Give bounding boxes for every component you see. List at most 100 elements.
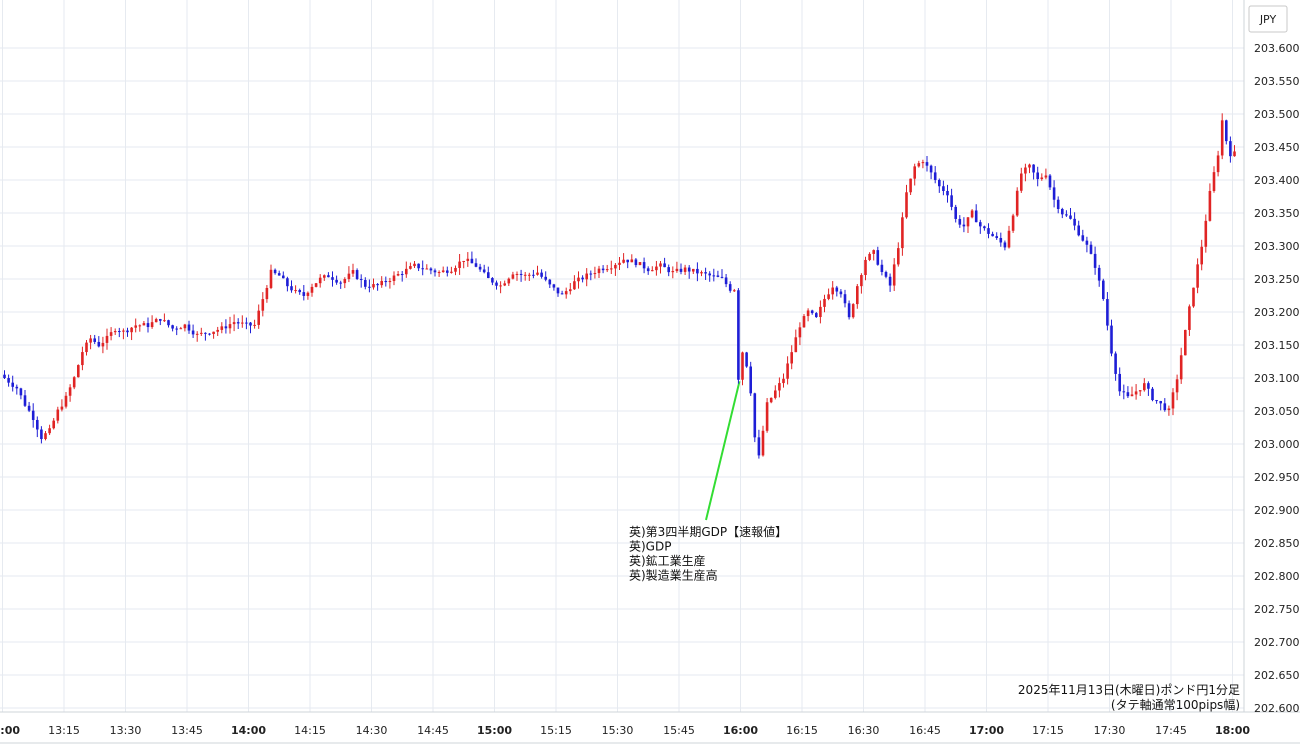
candle-body <box>1167 408 1171 411</box>
candle-body <box>831 287 834 295</box>
candle-body <box>134 325 137 328</box>
candle-body <box>1003 242 1007 248</box>
candle-up <box>913 163 916 186</box>
candle-down <box>626 259 629 269</box>
candle-body <box>774 390 777 398</box>
candle-up <box>48 424 51 436</box>
candle-up <box>610 260 613 274</box>
candle-body <box>1077 225 1080 236</box>
x-tick-label: 13:45 <box>171 724 203 737</box>
candle-up <box>52 418 55 430</box>
candle-up <box>142 321 146 326</box>
candle-body <box>60 406 64 410</box>
candle-body <box>909 178 912 193</box>
candle-up <box>130 327 133 341</box>
candle-body <box>1163 403 1167 411</box>
candle-down <box>1061 207 1064 219</box>
candle-body <box>708 273 711 276</box>
x-tick-label: 15:30 <box>602 724 634 737</box>
candle-down <box>708 271 711 282</box>
candle-down <box>478 263 482 272</box>
candle-body <box>1118 373 1121 392</box>
candle-body <box>126 330 129 333</box>
candle-up <box>802 313 806 328</box>
candle-down <box>1093 246 1097 275</box>
candle-down <box>749 361 752 396</box>
candle-down <box>810 309 814 315</box>
candle-body <box>1110 325 1113 354</box>
candle-up <box>614 263 617 276</box>
candle-body <box>622 259 625 263</box>
candle-body <box>540 272 543 277</box>
candle-up <box>1216 150 1220 177</box>
candle-body <box>68 387 72 396</box>
candle-down <box>519 269 523 282</box>
candle-body <box>318 277 322 284</box>
candle-body <box>1065 214 1068 216</box>
candle-body <box>995 236 998 238</box>
candle-body <box>794 337 798 353</box>
candle-body <box>1225 120 1228 142</box>
candle-up <box>269 264 273 290</box>
candle-down <box>7 374 10 387</box>
candles <box>3 113 1236 459</box>
candle-up <box>458 253 461 275</box>
candle-body <box>1192 287 1195 307</box>
candle-body <box>446 270 449 273</box>
candle-body <box>925 162 929 166</box>
candle-body <box>462 260 465 262</box>
candle-body <box>392 275 396 281</box>
candle-body <box>1097 267 1101 281</box>
candle-down <box>979 219 982 234</box>
event-pointer-line <box>705 381 741 521</box>
candle-body <box>93 338 96 342</box>
candle-down <box>1114 351 1117 381</box>
x-tick-label: 13:00 <box>0 724 20 737</box>
candle-down <box>1225 119 1228 145</box>
candle-body <box>1216 155 1220 173</box>
candle-body <box>261 299 265 311</box>
candle-body <box>979 222 982 227</box>
axis-labels: 203.600 203.550 203.500 203.450 203.400 203.3… <box>0 42 1300 737</box>
candle-down <box>950 188 953 211</box>
candle-body <box>634 259 638 266</box>
candle-body <box>1114 353 1117 374</box>
candle-down <box>995 232 998 240</box>
candle-body <box>917 163 921 167</box>
candle-down <box>757 429 761 459</box>
candle-down <box>601 265 605 274</box>
candle-up <box>228 316 232 334</box>
candle-body <box>204 332 207 334</box>
candle-down <box>958 215 962 228</box>
candle-up <box>195 331 199 342</box>
candle-up <box>150 315 154 329</box>
candle-up <box>265 285 269 303</box>
candle-body <box>667 267 670 273</box>
candle-up <box>765 398 769 433</box>
candle-up <box>819 300 822 324</box>
candle-up <box>253 319 256 329</box>
candle-up <box>81 346 84 371</box>
candle-up <box>507 277 511 286</box>
candle-body <box>552 284 556 288</box>
candle-body <box>23 395 27 406</box>
candle-up <box>573 275 576 290</box>
candle-up <box>72 376 76 390</box>
candle-up <box>605 264 609 273</box>
candle-up <box>528 272 531 281</box>
candle-down <box>1032 164 1035 180</box>
candle-up <box>1011 213 1015 233</box>
x-tick-label: 16:00 <box>723 724 758 737</box>
candle-up <box>306 291 310 300</box>
candle-body <box>105 335 109 343</box>
candle-up <box>388 277 392 289</box>
y-tick-label: 202.700 <box>1254 636 1300 649</box>
candle-up <box>659 261 662 274</box>
candle-up <box>1179 347 1183 384</box>
x-tick-label: 13:15 <box>48 724 80 737</box>
candle-body <box>605 269 609 271</box>
candle-body <box>815 313 818 318</box>
candle-up <box>671 266 675 279</box>
candle-body <box>72 377 76 388</box>
